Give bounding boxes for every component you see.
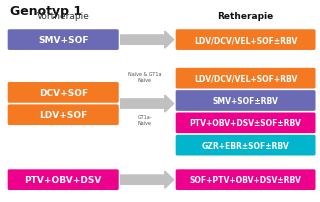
FancyBboxPatch shape	[8, 105, 119, 125]
Text: Retherapie: Retherapie	[218, 12, 274, 21]
FancyBboxPatch shape	[176, 169, 316, 190]
Text: Vortherapie: Vortherapie	[37, 12, 90, 21]
Text: LDV/DCV/VEL+SOF±RBV: LDV/DCV/VEL+SOF±RBV	[194, 36, 297, 45]
Text: PTV+OBV+DSV: PTV+OBV+DSV	[25, 175, 102, 184]
FancyBboxPatch shape	[8, 30, 119, 51]
FancyBboxPatch shape	[176, 91, 316, 111]
FancyBboxPatch shape	[176, 30, 316, 51]
Text: PTV+OBV+DSV±SOF±RBV: PTV+OBV+DSV±SOF±RBV	[190, 119, 301, 128]
Polygon shape	[121, 32, 174, 49]
Text: SMV+SOF: SMV+SOF	[38, 36, 88, 45]
Text: Naïve & GT1a
Naïve: Naïve & GT1a Naïve	[128, 71, 161, 82]
Text: DCV+SOF: DCV+SOF	[39, 88, 88, 97]
FancyBboxPatch shape	[176, 113, 316, 134]
Text: LDV+SOF: LDV+SOF	[39, 111, 87, 120]
Text: Genotyp 1: Genotyp 1	[10, 5, 82, 18]
Text: SOF+PTV+OBV+DSV±RBV: SOF+PTV+OBV+DSV±RBV	[190, 175, 301, 184]
FancyBboxPatch shape	[176, 68, 316, 89]
FancyBboxPatch shape	[176, 135, 316, 156]
Text: SMV+SOF±RBV: SMV+SOF±RBV	[213, 97, 278, 105]
Text: LDV/DCV/VEL+SOF+RBV: LDV/DCV/VEL+SOF+RBV	[194, 74, 297, 83]
Text: GT1a-
Naïve: GT1a- Naïve	[137, 114, 152, 125]
FancyBboxPatch shape	[8, 169, 119, 190]
Polygon shape	[121, 96, 174, 113]
Polygon shape	[121, 171, 174, 188]
Text: GZR+EBR±SOF±RBV: GZR+EBR±SOF±RBV	[202, 141, 290, 150]
FancyBboxPatch shape	[8, 83, 119, 103]
